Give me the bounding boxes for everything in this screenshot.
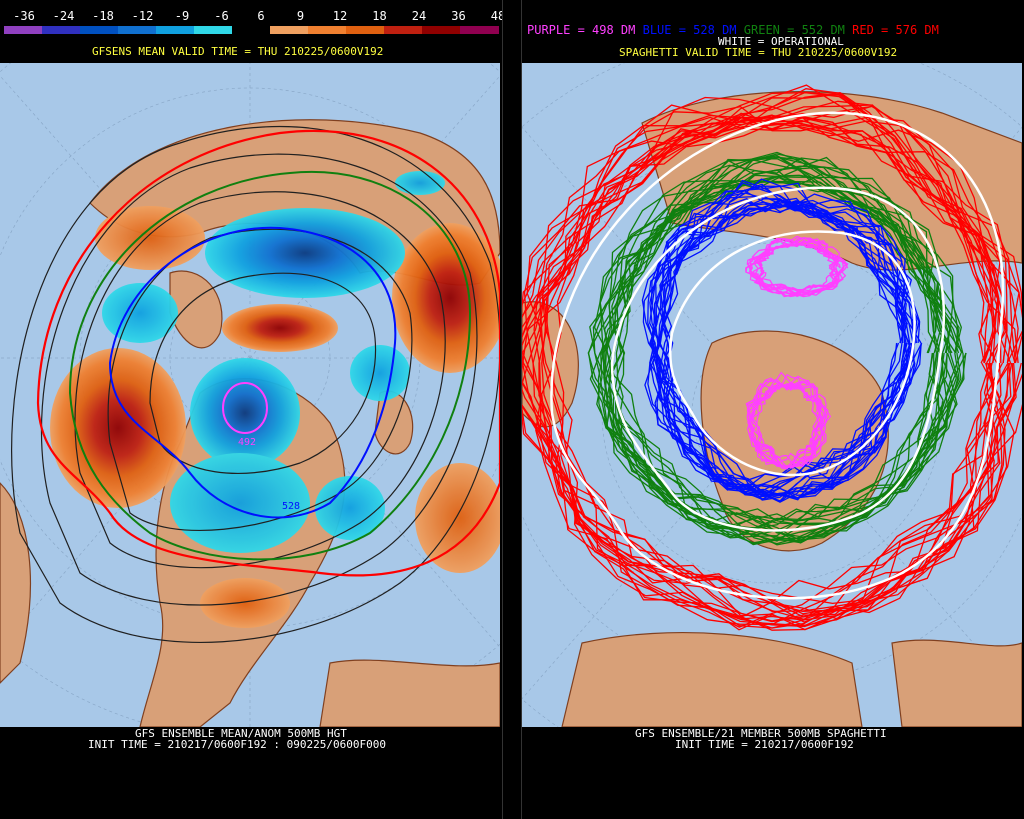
legend-purple: PURPLE = 498 DM [527,23,636,37]
ensemble-member-line [657,197,918,503]
scale-color-box [422,26,461,34]
scale-tick-label: -24 [52,9,75,23]
scale-color-box [384,26,423,34]
spaghetti-map-graphic [522,63,1022,727]
ensemble-member-line [651,200,911,499]
scale-tick-label: -9 [174,9,190,23]
ensemble-member-line [522,116,1009,629]
ensemble-mean-map: 492 528 [0,63,500,727]
left-header-valid-time: GFSENS MEAN VALID TIME = THU 210225/0600… [92,45,384,58]
legend-red: RED = 576 DM [852,23,939,37]
mean-height-contours [11,125,500,643]
scale-tick-label: -36 [13,9,35,23]
ensemble-member-line [599,176,950,546]
scale-tick-label: 9 [296,9,305,23]
scale-color-box [232,26,271,34]
scale-tick-label: -18 [92,9,114,23]
spaghetti-legend: PURPLE = 498 DM BLUE = 528 DM GREEN = 55… [527,24,939,36]
ensemble-member-line [541,118,1017,631]
left-footer-title: GFS ENSEMBLE MEAN/ANOM 500MB HGT [135,727,347,740]
panel-divider [502,0,522,819]
scale-tick-label: 12 [332,9,348,23]
ensemble-member-line [647,193,906,501]
ensemble-member-line [522,93,1006,620]
spaghetti-panel: PURPLE = 498 DM BLUE = 528 DM GREEN = 55… [522,0,1024,819]
ensemble-member-line [614,159,962,542]
legend-green: GREEN = 552 DM [743,23,845,37]
ensemble-member-line [753,238,849,295]
scale-tick-label: 48 [490,9,506,23]
ensemble-member-line [526,112,1012,629]
ensemble-member-line [644,182,916,489]
scale-color-box [80,26,119,34]
anomaly-shading [50,171,500,628]
scale-tick-label: -6 [214,9,229,23]
right-footer-title: GFS ENSEMBLE/21 MEMBER 500MB SPAGHETTI [635,727,887,740]
spaghetti-498-members [745,235,849,470]
ensemble-member-line [748,236,844,294]
scale-tick-label: 6 [257,9,265,23]
ensemble-mean-panel: -36 -24 -18 -12 -9 -6 6 9 12 18 24 36 48 GFSENS MEAN… [0,0,505,819]
ensemble-member-line [745,382,824,468]
scale-color-box [118,26,157,34]
scale-color-box [460,26,499,34]
scale-tick-label: 18 [372,9,387,23]
scale-color-box [42,26,81,34]
contour-552 [68,170,472,561]
scale-tick-label: 36 [451,9,466,23]
scale-color-box [4,26,43,34]
ensemble-member-line [641,199,908,503]
ensemble-member-line [746,240,839,298]
ensemble-member-line [593,173,946,542]
right-header-valid-time: SPAGHETTI VALID TIME = THU 210225/0600V1… [619,46,898,59]
legend-blue: BLUE = 528 DM [642,23,737,37]
contour-492 [222,382,268,434]
scale-color-box [346,26,385,34]
scale-color-box [270,26,309,34]
scale-color-box [308,26,347,34]
ensemble-member-line [654,179,922,494]
spaghetti-576-members [522,84,1022,631]
land-masses [522,91,1022,727]
scale-tick-label: 24 [411,9,427,23]
ensemble-mean-map-graphic: 492 528 [0,63,500,727]
spaghetti-map [522,63,1022,727]
scale-tick-label: -12 [131,9,154,23]
ensemble-member-line [522,88,1008,618]
ensemble-member-line [522,92,996,623]
ensemble-member-line [522,100,1001,620]
contour-label-528: 528 [282,501,300,512]
scale-color-box [156,26,195,34]
right-footer-init-time: INIT TIME = 210217/0600F192 [675,738,854,751]
ensemble-member-line [604,174,952,545]
ensemble-member-line [755,238,845,296]
legend-white: WHITE = OPERATIONAL [718,35,844,48]
ensemble-member-line [533,115,1016,631]
scale-color-box [194,26,233,34]
spaghetti-552-members [587,151,967,546]
contour-576 [36,129,500,577]
contour-528 [108,226,397,519]
ensemble-member-line [746,379,823,469]
ensemble-member-line [746,373,827,463]
operational-run-contours [550,111,1005,600]
left-footer-init-time: INIT TIME = 210217/0600F192 : 090225/060… [88,738,387,751]
contour-label-492: 492 [238,437,256,448]
ensemble-member-line [606,158,962,529]
spaghetti-528-members [641,178,923,503]
